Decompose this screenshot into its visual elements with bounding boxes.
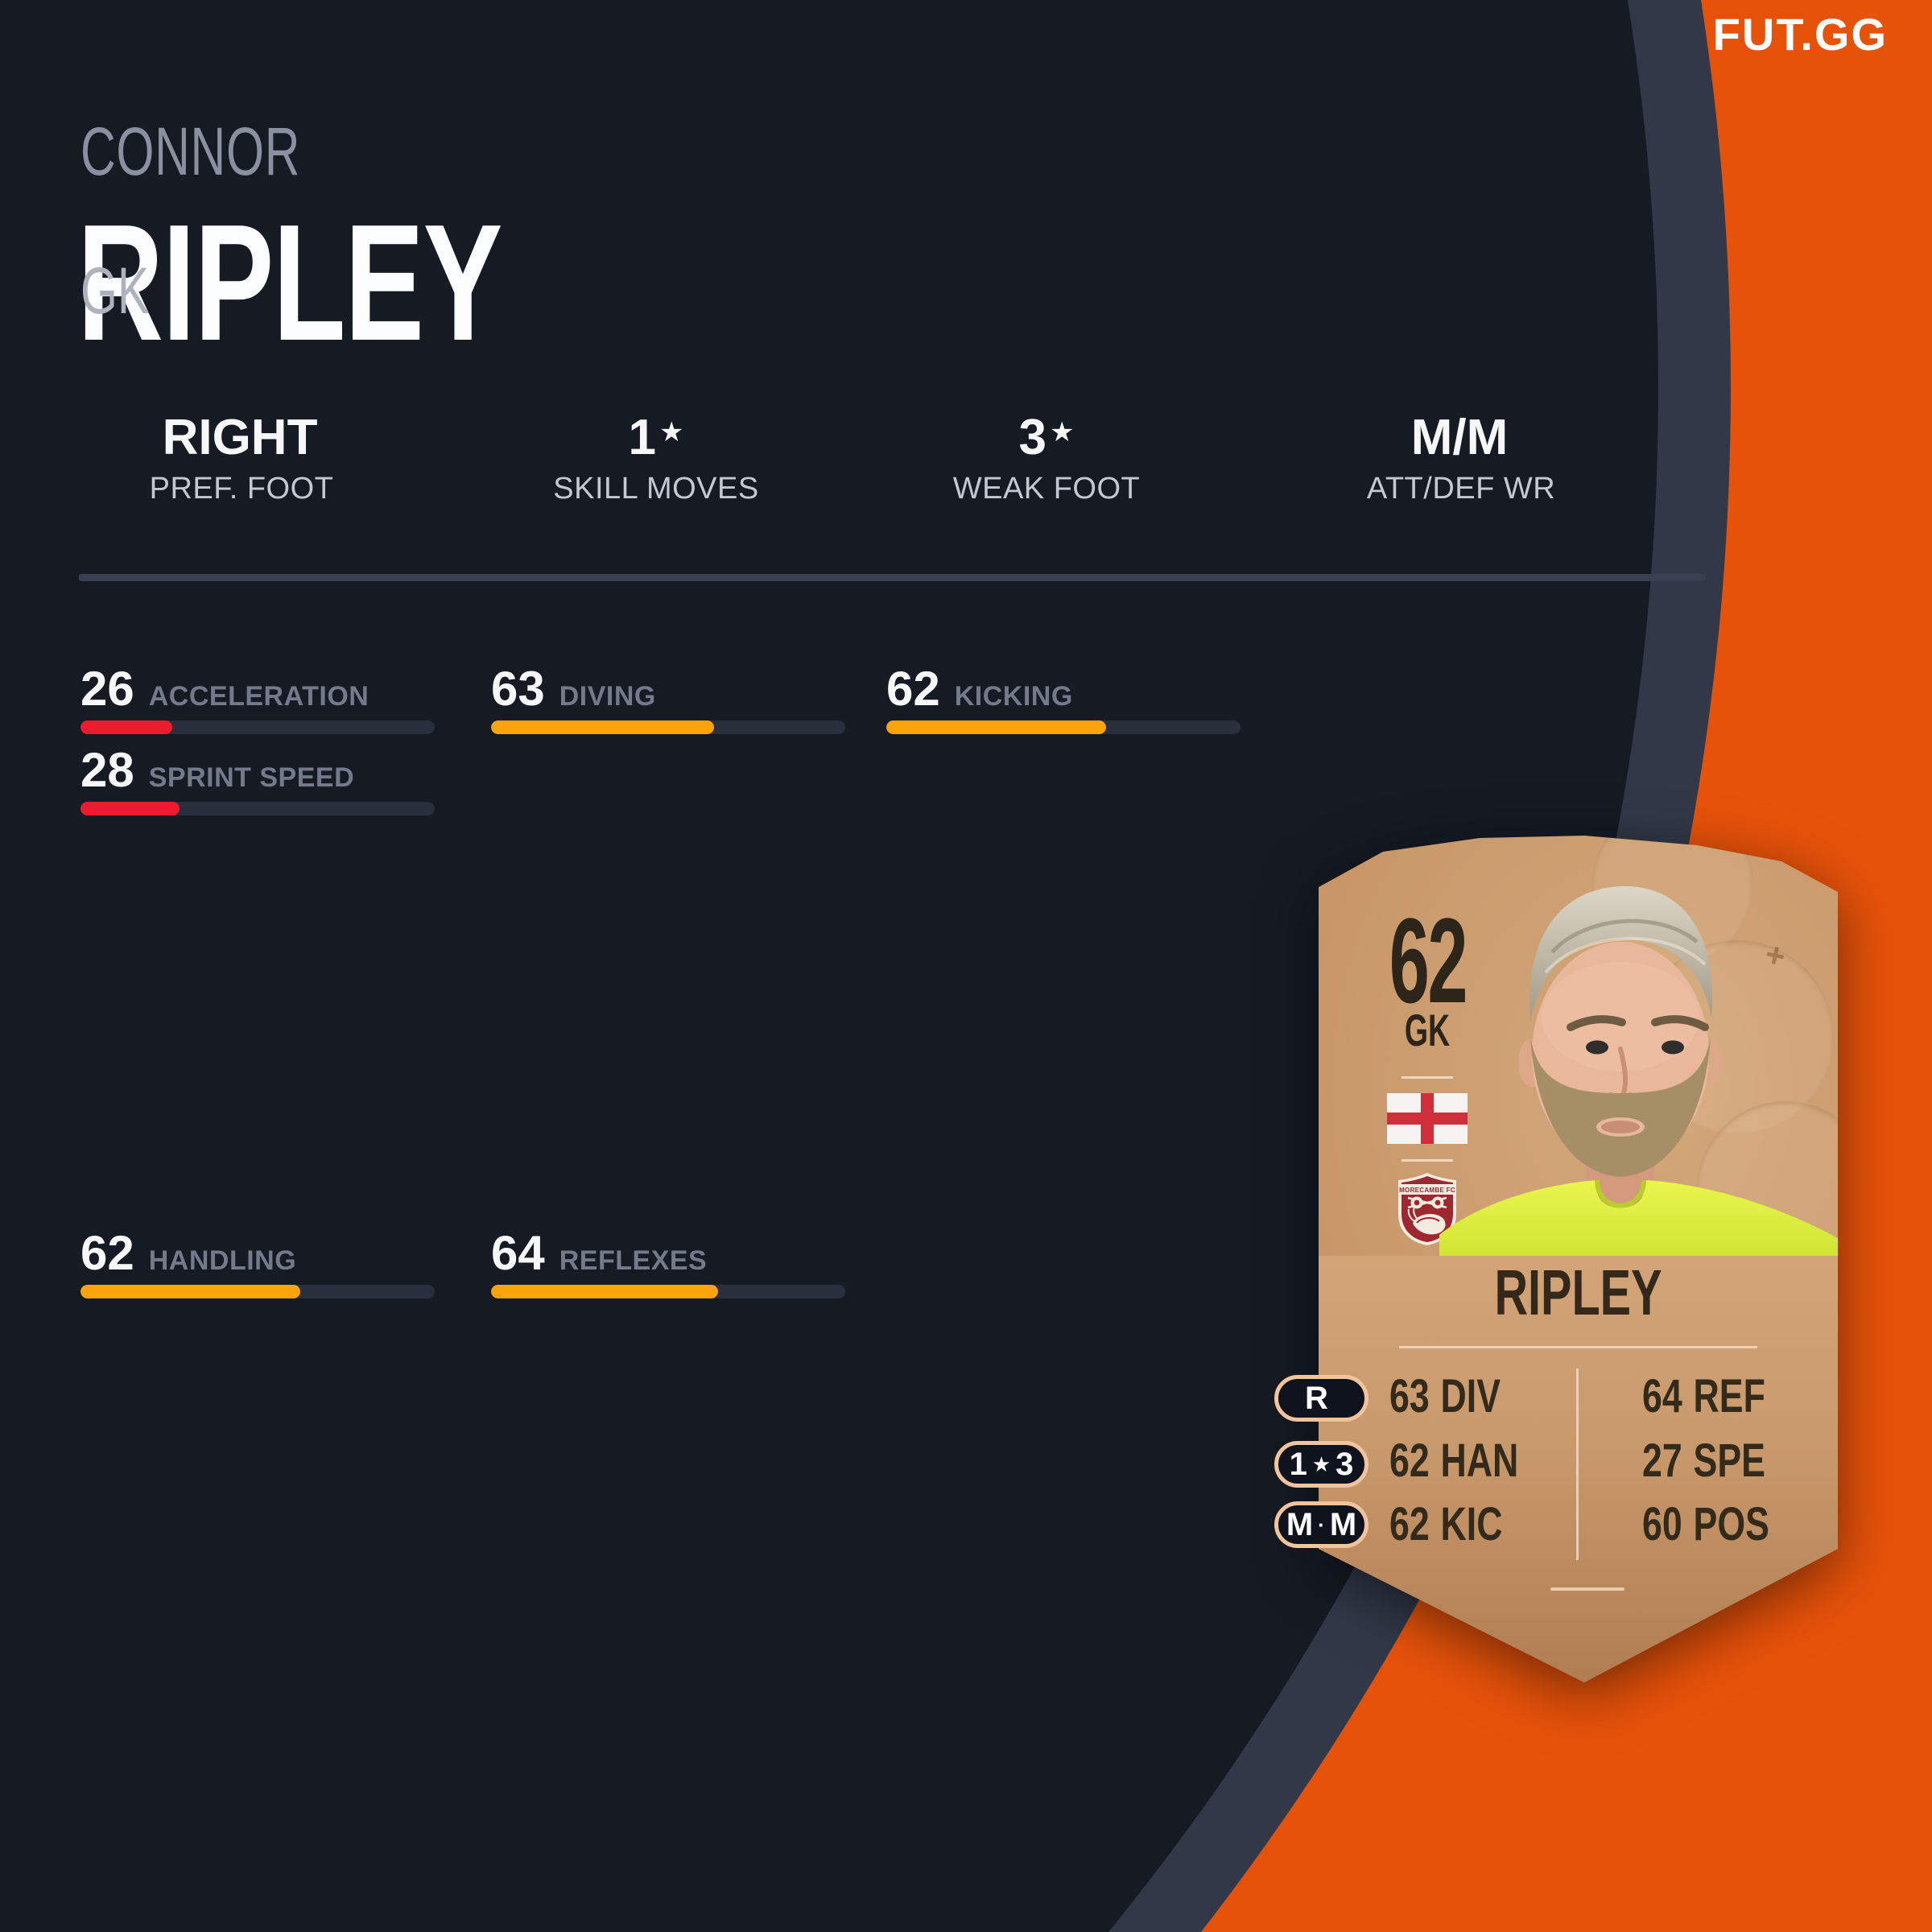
england-flag-icon — [1387, 1093, 1468, 1144]
stat-value: 63 — [491, 662, 545, 716]
stat-bar-fill — [491, 720, 715, 734]
eyebrow — [1651, 1015, 1709, 1031]
eye — [1662, 1040, 1684, 1055]
stat-label: REFLEXES — [559, 1245, 708, 1276]
mouth — [1601, 1121, 1640, 1133]
fact-weak-foot-value: 3 ★ — [1018, 410, 1075, 465]
fact-workrates-label: ATT/DEF WR — [1366, 472, 1556, 506]
stat-value: 28 — [80, 743, 134, 797]
stat-bar-fill — [80, 720, 173, 734]
eyebrow — [1567, 1015, 1626, 1031]
stat-kicking: 62 KICKING — [886, 665, 1257, 734]
morecambe-fc-crest-icon: MORECAMBE FC — [1398, 1173, 1456, 1245]
stat-bar-fill — [80, 1285, 300, 1298]
fact-skill-moves-value: 1 ★ — [628, 410, 684, 465]
player-position: GK — [80, 254, 150, 328]
hair — [1530, 886, 1713, 1021]
svg-text:MORECAMBE FC: MORECAMBE FC — [1399, 1187, 1455, 1194]
stat-sprint-speed: 28 SPRINT SPEED — [80, 746, 451, 815]
card-stat-spe: 27 SPE — [1642, 1435, 1765, 1487]
stat-bar-fill — [886, 720, 1106, 734]
card-bottom-accent — [1550, 1587, 1624, 1591]
stat-bar-track — [80, 802, 435, 815]
fact-skill-moves: 1 ★ SKILL MOVES — [447, 407, 865, 506]
star-icon: ★ — [1311, 1452, 1331, 1476]
stat-reflexes: 64 REFLEXES — [491, 1229, 861, 1298]
stat-bar-track — [491, 1285, 845, 1298]
fact-skill-moves-label: SKILL MOVES — [553, 472, 759, 506]
stat-value: 26 — [80, 662, 134, 716]
player-surname-title: RIPLEY — [77, 190, 503, 375]
card-position: GK — [1404, 1005, 1451, 1055]
fact-pref-foot-value: RIGHT — [162, 410, 318, 465]
stat-bar-track — [80, 720, 435, 734]
stat-bar-fill — [491, 1285, 718, 1298]
stat-label: DIVING — [559, 681, 656, 712]
card-stats-divider — [1576, 1368, 1579, 1560]
stat-label: SPRINT SPEED — [148, 762, 355, 793]
fact-workrates-value: M/M — [1410, 410, 1509, 465]
card-name-divider — [1399, 1346, 1757, 1348]
stat-bar-fill — [80, 802, 180, 815]
fact-pref-foot-label: PREF. FOOT — [149, 472, 334, 506]
fact-weak-foot-label: WEAK FOOT — [952, 472, 1141, 506]
fact-workrates: M/M ATT/DEF WR — [1252, 407, 1670, 506]
card-stat-ref: 64 REF — [1642, 1370, 1765, 1422]
flag-cross-horizontal — [1387, 1113, 1468, 1125]
section-divider — [79, 574, 1705, 581]
badge-skill-weak-foot: 1 ★ 3 — [1274, 1441, 1368, 1488]
card-stat-div: 63 DIV — [1389, 1370, 1501, 1422]
eye — [1586, 1040, 1608, 1055]
stat-value: 64 — [491, 1226, 545, 1280]
fact-pref-foot: RIGHT PREF. FOOT — [32, 407, 451, 506]
card-divider — [1402, 1159, 1453, 1162]
jersey — [1439, 1180, 1838, 1261]
card-stat-kic: 62 KIC — [1389, 1498, 1503, 1550]
stat-handling: 62 HANDLING — [80, 1229, 451, 1298]
stat-label: HANDLING — [148, 1245, 297, 1276]
fact-weak-foot: 3 ★ WEAK FOOT — [837, 407, 1256, 506]
card-lower-panel: RIPLEY 63 DIV 62 HAN 62 KIC 64 REF 27 SPE — [1319, 1256, 1838, 1682]
stat-label: ACCELERATION — [148, 681, 369, 712]
stat-bar-track — [80, 1285, 435, 1298]
player-photo — [1439, 886, 1838, 1261]
beard — [1530, 1035, 1711, 1177]
stat-acceleration: 26 ACCELERATION — [80, 665, 451, 734]
badge-preferred-foot: R — [1274, 1375, 1368, 1422]
card-player-name: RIPLEY — [1494, 1257, 1662, 1328]
stat-label: KICKING — [954, 681, 1073, 712]
stat-diving: 63 DIVING — [491, 665, 861, 734]
stat-bar-track — [491, 720, 845, 734]
card-stat-pos: 60 POS — [1642, 1498, 1769, 1550]
stat-value: 62 — [80, 1226, 134, 1280]
futgg-logo: FUT.GG — [1712, 9, 1888, 60]
stat-bar-track — [886, 720, 1241, 734]
fut-card: + × 62 GK MORECAMBE FC — [1319, 836, 1838, 1682]
fut-card-body: + × 62 GK MORECAMBE FC — [1319, 836, 1838, 1682]
star-icon: ★ — [1050, 417, 1075, 448]
jersey-collar — [1595, 1179, 1646, 1208]
card-rating: 62 — [1389, 893, 1468, 1028]
badge-workrates: M · M — [1274, 1501, 1368, 1548]
star-icon: ★ — [659, 417, 684, 448]
card-stat-han: 62 HAN — [1389, 1435, 1519, 1487]
card-divider — [1402, 1076, 1453, 1079]
player-first-name: CONNOR — [80, 114, 301, 189]
stat-value: 62 — [886, 662, 940, 716]
